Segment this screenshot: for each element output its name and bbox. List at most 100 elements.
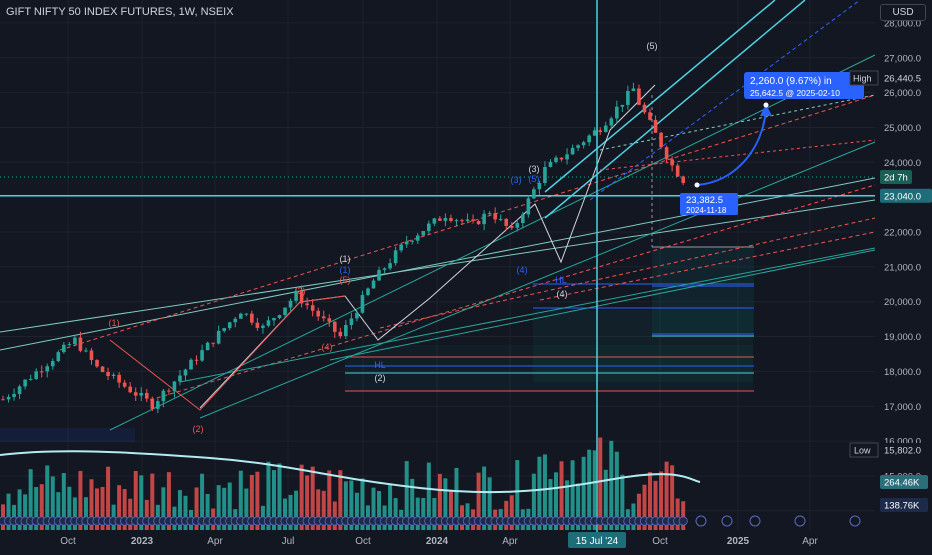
candle-body — [84, 350, 88, 352]
volume-bar — [377, 490, 382, 530]
wave-label: (5) — [340, 275, 351, 285]
candle-body — [498, 218, 503, 220]
low-value: 15,802.0 — [884, 446, 921, 457]
candle-body — [1, 399, 5, 401]
volume-bar — [249, 474, 254, 530]
candle-body — [327, 318, 332, 322]
candle-body — [515, 223, 520, 228]
volume-bar — [34, 486, 39, 530]
candle-body — [144, 392, 149, 399]
volume-bar — [504, 500, 509, 530]
time-tick-label: Apr — [502, 536, 518, 547]
price-tick-label: 21,000.0 — [884, 262, 921, 273]
trendline — [59, 94, 876, 351]
candle-body — [443, 217, 448, 221]
zone-box — [345, 345, 753, 391]
high-tag-bg — [849, 70, 879, 86]
candle-body — [95, 360, 99, 367]
candle-body — [200, 350, 204, 361]
price-tick-label: 20,000.0 — [884, 297, 921, 308]
volume-bar — [222, 487, 227, 530]
low-tag-bg — [849, 442, 879, 458]
candle-body — [681, 176, 685, 183]
time-tick-label: Oct — [652, 536, 668, 547]
volume-bar — [636, 493, 641, 530]
candle-body — [150, 398, 155, 409]
low-value-bg — [880, 443, 928, 457]
candle-body — [161, 390, 166, 402]
candle-body — [653, 119, 658, 133]
volume-bar — [216, 485, 221, 530]
candle-body — [543, 166, 547, 183]
candle-body — [227, 322, 232, 329]
volume-bar — [598, 437, 603, 530]
volume-value-1: 264.46K — [884, 478, 920, 489]
volume-bar — [581, 456, 586, 530]
candle-body — [128, 386, 132, 393]
candle-body — [178, 375, 182, 382]
candle-body — [305, 303, 309, 306]
candle-body — [73, 337, 77, 345]
candle-body — [399, 244, 403, 251]
trendline — [379, 217, 876, 329]
price-tick-label: 18,000.0 — [884, 367, 921, 378]
volume-bar — [166, 472, 171, 530]
volume-bar — [437, 473, 442, 530]
volume-bar — [95, 488, 100, 530]
wave-label: (5) — [529, 174, 540, 184]
volume-bar — [404, 461, 409, 530]
candle-body — [50, 361, 55, 367]
projection-arrow — [696, 109, 767, 186]
volume-bar — [343, 481, 348, 530]
volume-bar — [659, 471, 664, 530]
high-tag: High — [853, 74, 872, 84]
candle-body — [133, 392, 138, 396]
wave-label: (5) — [647, 41, 658, 51]
low-date-text: 2024-11-18 — [686, 206, 727, 215]
candle-body — [366, 288, 370, 295]
volume-bar — [61, 473, 66, 530]
volume-bar — [570, 460, 575, 530]
volume-bar — [542, 454, 547, 530]
volume-bar — [299, 464, 304, 530]
volume-bar — [487, 477, 492, 530]
volume-bar — [194, 487, 199, 530]
trendline — [329, 249, 876, 361]
volume-bar — [415, 497, 420, 530]
candle-body — [111, 374, 116, 377]
zone-box — [652, 247, 754, 335]
volume-bar — [83, 497, 88, 530]
candle-body — [255, 322, 260, 328]
candle-body — [39, 371, 44, 373]
candle-body — [548, 161, 553, 167]
candle-body — [620, 104, 625, 107]
volume-bar — [200, 473, 205, 530]
currency-button[interactable]: USD — [880, 4, 926, 21]
candle-body — [250, 313, 254, 323]
volume-bar — [78, 470, 83, 530]
volume-bar — [161, 487, 166, 530]
time-tick-label: Apr — [802, 536, 818, 547]
candle-body — [28, 378, 33, 380]
currency-label: USD — [892, 7, 914, 18]
candle-body — [438, 218, 442, 221]
volume-value-2-bg — [880, 498, 928, 512]
level-label: 23,040.0 — [884, 191, 921, 202]
projection-end — [763, 102, 769, 108]
trendline — [544, 0, 776, 193]
time-tick-label: 2023 — [131, 536, 154, 547]
candles — [1, 82, 685, 414]
projection-box — [744, 72, 864, 99]
candle-body — [6, 397, 11, 400]
candle-body — [581, 142, 586, 146]
volume-bar — [614, 451, 619, 530]
time-tick-label: Apr — [207, 536, 223, 547]
volume-bar — [454, 467, 459, 530]
volume-bar — [310, 466, 315, 530]
candle-body — [509, 225, 514, 228]
time-axis: Oct 2023 Apr Jul Oct 2024 Apr 15 Jul '24 Oct 2025… — [0, 532, 932, 550]
wave-label: (1) — [109, 318, 120, 328]
candle-body — [12, 393, 16, 398]
